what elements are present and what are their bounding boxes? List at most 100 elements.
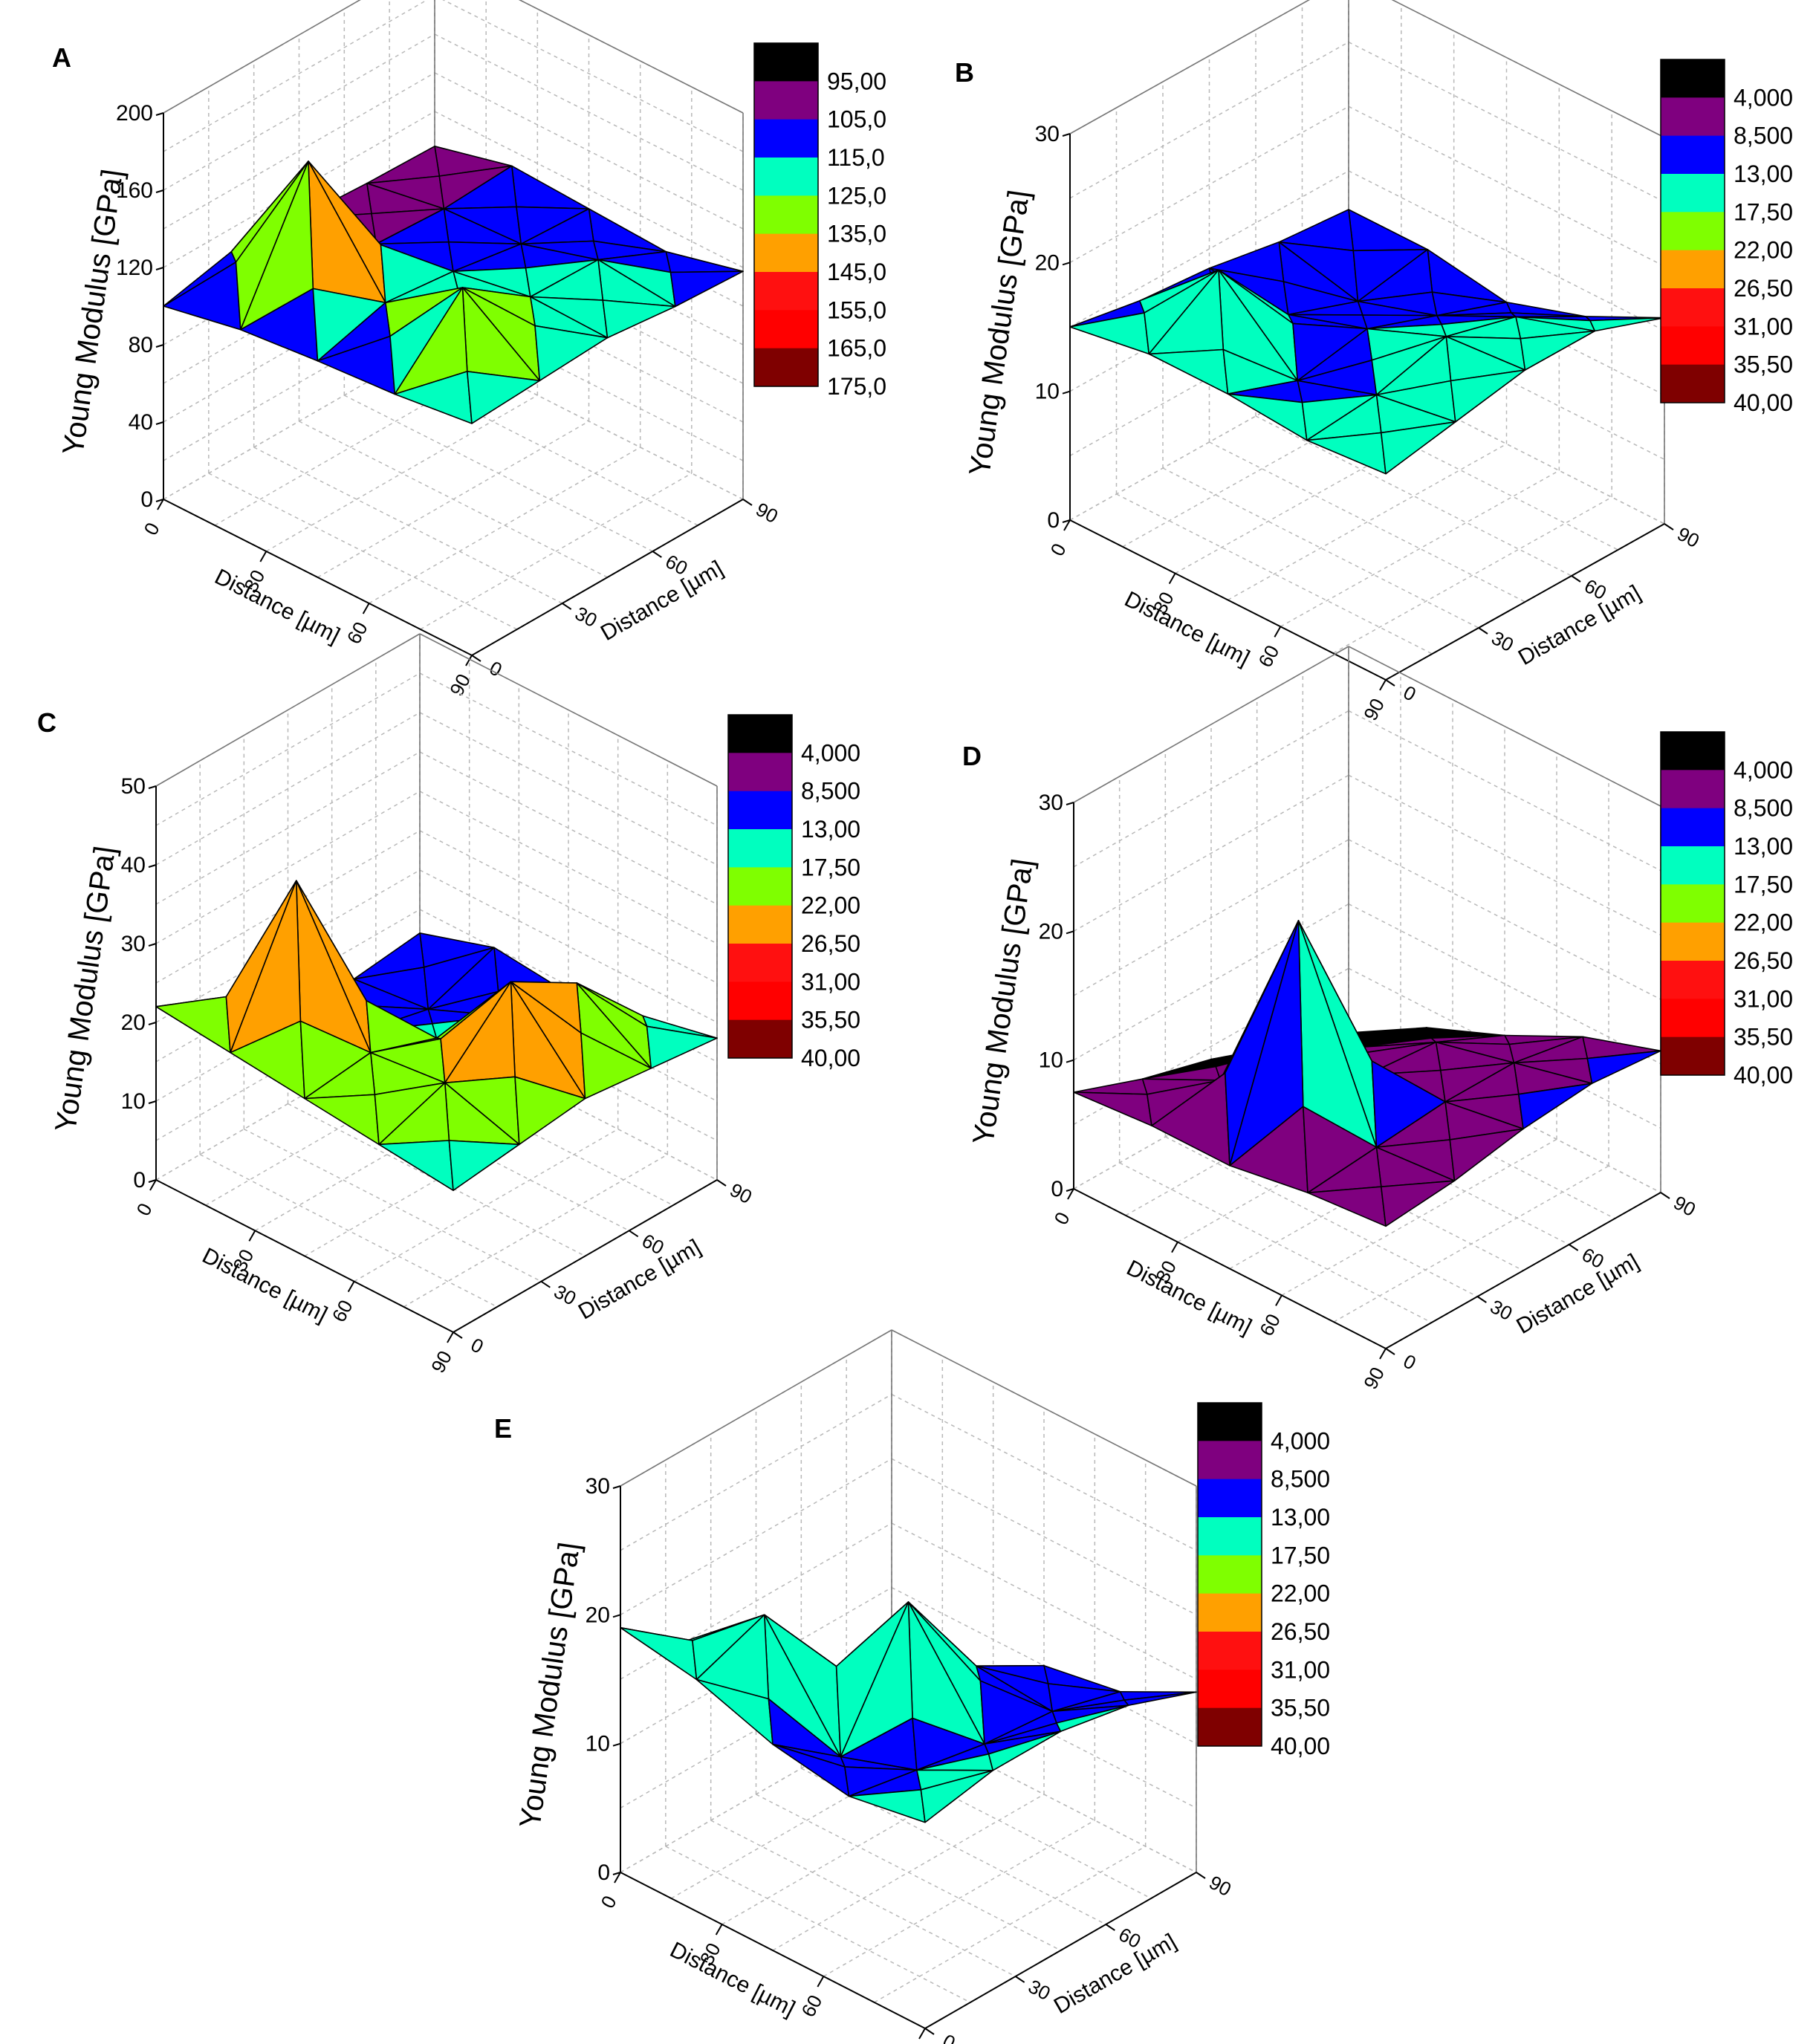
z-tick-label: 120 — [116, 256, 153, 280]
floor-grid-line — [1228, 443, 1507, 601]
y-tick-mark — [1660, 1192, 1670, 1199]
back-wall-grid-line — [434, 304, 744, 461]
y-tick-label: 90 — [1673, 522, 1703, 552]
back-wall-grid-line — [419, 751, 718, 905]
y-axis-line — [1385, 523, 1665, 681]
colorbar-swatch — [1661, 770, 1725, 809]
colorbar-tick-label: 145,0 — [827, 259, 886, 285]
z-tick-label: 160 — [116, 178, 153, 203]
floor-grid-line — [846, 1742, 1152, 1899]
surface-facet — [1069, 312, 1150, 355]
y-tick-label: 30 — [571, 602, 601, 632]
colorbar-swatch — [1661, 961, 1725, 999]
colorbar-swatch — [1661, 174, 1725, 212]
x-tick-label: 60 — [1254, 641, 1283, 671]
colorbar: 4,000 8,500 13,00 17,50 22,00 26,50 31,00 35,50… — [727, 714, 860, 1071]
z-tick-label: 0 — [1047, 508, 1060, 533]
side-wall-grid-line — [155, 712, 421, 866]
colorbar-tick-label: 26,50 — [1734, 947, 1793, 974]
surface-facet — [1306, 432, 1387, 475]
y-tick-label: 90 — [1670, 1191, 1699, 1221]
colorbar-tick-label: 13,00 — [1734, 160, 1793, 187]
back-wall-grid-line — [891, 1393, 1197, 1551]
surface — [155, 880, 718, 1191]
x-tick-label: 0 — [132, 1199, 156, 1219]
colorbar-swatch — [754, 119, 818, 158]
floor-grid-line — [243, 1128, 542, 1282]
surface-facet — [665, 250, 744, 273]
colorbar-tick-label: 125,0 — [827, 182, 886, 209]
colorbar-swatch — [1661, 288, 1725, 327]
floor-grid-line — [253, 447, 563, 604]
colorbar-swatch — [1661, 250, 1725, 289]
frame-edge — [1069, 0, 1311, 134]
y-tick-mark — [629, 1230, 639, 1238]
colorbar-tick-label: 175,0 — [827, 373, 886, 400]
colorbar-tick-label: 95,00 — [827, 68, 886, 94]
colorbar-swatch — [728, 753, 792, 792]
colorbar-swatch — [754, 348, 818, 387]
z-tick-mark — [148, 1022, 157, 1025]
x-tick-mark — [1275, 1294, 1282, 1306]
panel-label: D — [962, 741, 982, 771]
surface-facet — [155, 996, 231, 1054]
z-tick-label: 10 — [1039, 1048, 1063, 1073]
z-tick-label: 20 — [1035, 250, 1060, 275]
side-wall-grid-line — [163, 72, 435, 230]
box-frame — [155, 633, 718, 1180]
surface — [1073, 920, 1661, 1227]
colorbar-tick-label: 22,00 — [1734, 237, 1793, 264]
z-tick-mark — [155, 189, 164, 193]
chart-panel-e: E010203003060900306090Young Modulus [GPa… — [494, 1329, 1330, 2044]
colorbar-swatch — [754, 310, 818, 349]
back-wall-grid-line — [434, 111, 744, 268]
z-tick-label: 20 — [121, 1010, 146, 1035]
surface-facet — [1148, 348, 1229, 395]
colorbar-frame — [1197, 1402, 1262, 1747]
colorbar: 4,000 8,500 13,00 17,50 22,00 26,50 31,00 35,50… — [1660, 731, 1793, 1088]
floor-grid-line — [389, 369, 698, 526]
z-tick-mark — [148, 943, 157, 947]
y-tick-mark — [1571, 575, 1581, 583]
colorbar-swatch — [1198, 1403, 1262, 1441]
x-tick-mark — [465, 655, 473, 666]
colorbar: 95,00 105,0 115,0 125,0 135,0 145,0 155,0 165,0… — [753, 42, 886, 400]
colorbar-swatch — [728, 905, 792, 944]
back-wall-grid-line — [1348, 774, 1661, 936]
side-wall-grid-line — [163, 33, 435, 191]
frame-edge — [1348, 646, 1661, 807]
frame-edge — [620, 1329, 892, 1487]
colorbar-tick-label: 40,00 — [1734, 389, 1793, 416]
surface-facet — [1073, 1091, 1152, 1126]
floor-grid-line — [1256, 1084, 1570, 1245]
x-tick-label: 90 — [427, 1347, 456, 1377]
y-tick-label: 0 — [1400, 1349, 1420, 1374]
panel-label: B — [955, 57, 974, 88]
axes — [148, 785, 727, 1343]
back-wall-grid-line — [419, 791, 718, 944]
colorbar-tick-label: 17,50 — [1271, 1542, 1330, 1568]
colorbar-swatch — [754, 233, 818, 273]
frame-edge — [163, 0, 361, 114]
surface-facet — [514, 1076, 586, 1146]
colorbar: 4,000 8,500 13,00 17,50 22,00 26,50 31,00 35,50… — [1197, 1402, 1330, 1759]
side-wall-grid-line — [1069, 106, 1349, 263]
y-tick-label: 90 — [752, 498, 782, 528]
floor-grid-line — [710, 1820, 1016, 1977]
y-tick-mark — [453, 1331, 463, 1339]
z-tick-label: 0 — [1051, 1177, 1063, 1201]
x-tick-label: 90 — [1359, 695, 1389, 724]
surface-facet — [580, 1032, 652, 1100]
x-tick-label: 90 — [445, 670, 475, 700]
y-axis-line — [924, 1872, 1197, 2029]
z-tick-label: 40 — [121, 853, 146, 877]
z-tick-label: 10 — [586, 1732, 610, 1756]
colorbar-swatch — [1661, 732, 1725, 770]
x-tick-mark — [715, 1924, 723, 1936]
side-wall-grid-line — [155, 672, 421, 826]
colorbar-swatch — [1661, 326, 1725, 366]
back-wall-grid-line — [891, 1522, 1197, 1680]
z-tick-mark — [155, 267, 164, 270]
